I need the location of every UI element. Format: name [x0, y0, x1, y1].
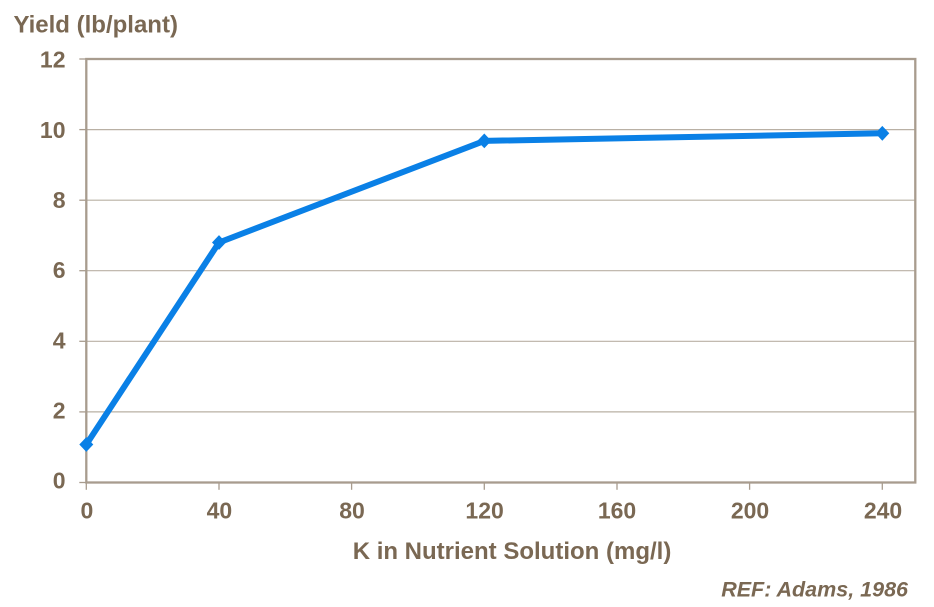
svg-text:0: 0	[81, 498, 94, 524]
svg-text:10: 10	[40, 117, 66, 143]
svg-text:2: 2	[53, 397, 66, 423]
svg-text:12: 12	[40, 47, 66, 73]
svg-text:240: 240	[864, 498, 902, 524]
svg-text:40: 40	[207, 498, 233, 524]
svg-text:120: 120	[465, 498, 503, 524]
svg-text:160: 160	[598, 498, 636, 524]
svg-text:80: 80	[339, 498, 365, 524]
svg-text:6: 6	[53, 257, 66, 283]
svg-text:Yield (lb/plant): Yield (lb/plant)	[14, 12, 178, 39]
svg-text:0: 0	[53, 468, 66, 494]
svg-text:K in Nutrient Solution (mg/l): K in Nutrient Solution (mg/l)	[353, 538, 672, 565]
svg-text:4: 4	[53, 327, 66, 353]
svg-text:8: 8	[53, 187, 66, 213]
svg-text:REF: Adams, 1986: REF: Adams, 1986	[721, 577, 909, 601]
svg-text:200: 200	[731, 498, 769, 524]
